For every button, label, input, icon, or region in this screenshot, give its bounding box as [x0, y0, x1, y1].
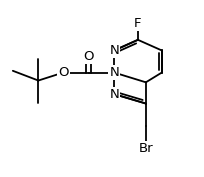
- Text: F: F: [134, 17, 142, 30]
- Text: O: O: [58, 66, 69, 79]
- Text: Br: Br: [139, 142, 153, 155]
- Text: N: N: [109, 88, 119, 101]
- Text: N: N: [109, 44, 119, 57]
- Text: O: O: [83, 50, 94, 63]
- Text: N: N: [109, 66, 119, 79]
